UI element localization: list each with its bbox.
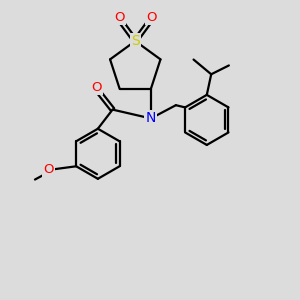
Text: N: N: [146, 111, 156, 125]
Text: O: O: [114, 11, 124, 24]
Text: O: O: [146, 11, 157, 24]
Text: O: O: [91, 81, 102, 94]
Text: O: O: [44, 163, 54, 176]
Text: S: S: [131, 34, 140, 48]
